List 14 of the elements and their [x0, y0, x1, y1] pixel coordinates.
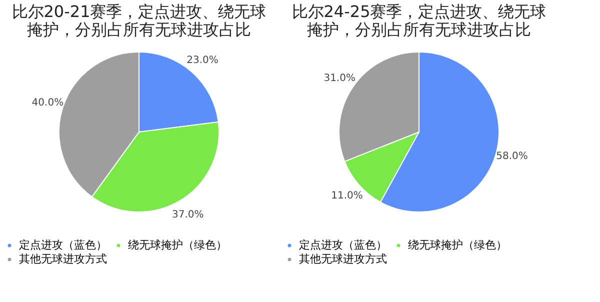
data-label: 37.0% — [172, 210, 204, 221]
data-label: 31.0% — [324, 73, 356, 84]
data-label: 58.0% — [496, 150, 528, 162]
data-label: 23.0% — [186, 54, 218, 66]
legend-label: 绕无球掩护（绿色） — [128, 238, 227, 252]
data-label: 40.0% — [32, 97, 64, 108]
legend-label: 绕无球掩护（绿色） — [408, 238, 507, 252]
data-label: 11.0% — [331, 190, 363, 202]
legend-label: 其他无球进攻方式 — [299, 252, 387, 266]
chart-title: 比尔20-21赛季，定点进攻、绕无球掩护，分别占所有无球进攻占比 — [12, 2, 266, 39]
legend-label: 其他无球进攻方式 — [19, 252, 107, 266]
legend-label: 定点进攻（蓝色） — [299, 238, 387, 252]
legend-label: 定点进攻（蓝色） — [19, 238, 107, 252]
chart-title: 比尔24-25赛季，定点进攻、绕无球掩护，分别占所有无球进攻占比 — [292, 2, 546, 39]
